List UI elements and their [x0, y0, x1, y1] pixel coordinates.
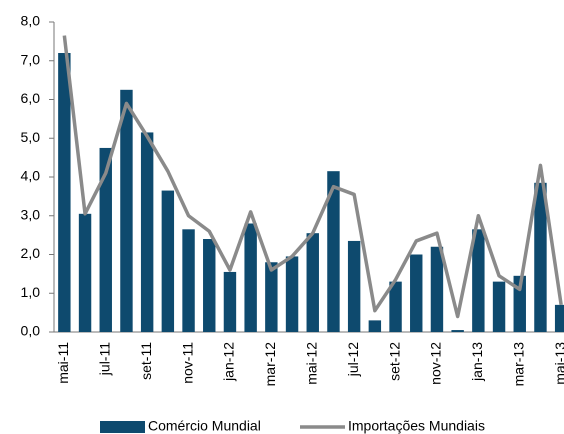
- bar: [389, 281, 402, 332]
- bar: [285, 256, 299, 332]
- legend-label: Comércio Mundial: [148, 418, 261, 434]
- bar: [161, 190, 175, 332]
- legend-swatch: [100, 421, 145, 433]
- y-tick-label: 7,0: [21, 51, 41, 67]
- bar: [368, 320, 382, 332]
- y-tick-label: 5,0: [21, 129, 41, 145]
- bar: [513, 275, 526, 332]
- x-tick-label: nov-11: [179, 342, 195, 384]
- y-tick-label: 1,0: [21, 284, 41, 300]
- bar: [58, 53, 71, 332]
- x-tick-label: mar-12: [262, 342, 278, 387]
- bar: [265, 262, 278, 332]
- bar: [203, 239, 216, 332]
- bar: [430, 246, 444, 332]
- x-tick-label: mai-12: [303, 342, 319, 385]
- bar: [306, 233, 319, 332]
- y-tick-label: 0,0: [21, 323, 41, 339]
- legend-label: Importações Mundiais: [348, 418, 485, 434]
- x-tick-label: jan-12: [221, 342, 237, 382]
- bar: [534, 182, 547, 332]
- bar: [223, 271, 237, 332]
- bar: [140, 132, 154, 332]
- y-tick-label: 2,0: [21, 245, 41, 261]
- y-tick-label: 4,0: [21, 168, 41, 184]
- x-tick-label: mai-13: [552, 342, 564, 385]
- bar: [472, 229, 485, 332]
- bar: [99, 147, 112, 332]
- x-tick-label: set-11: [138, 342, 154, 380]
- y-tick-label: 6,0: [21, 90, 41, 106]
- y-tick-label: 8,0: [21, 13, 41, 29]
- x-tick-label: jul-11: [96, 342, 112, 376]
- bar: [78, 213, 92, 332]
- bar: [347, 240, 361, 332]
- bar: [244, 223, 257, 332]
- bar: [410, 254, 423, 332]
- line: [62, 35, 563, 319]
- x-tick-label: mai-11: [55, 342, 71, 384]
- bar: [120, 89, 133, 332]
- x-tick-label: nov-12: [428, 342, 444, 385]
- x-tick-label: jul-12: [345, 342, 361, 377]
- bar: [327, 171, 340, 332]
- bar: [554, 304, 564, 332]
- bar: [492, 281, 506, 332]
- bar: [451, 330, 464, 332]
- bar: [182, 229, 195, 332]
- x-tick-label: jan-13: [469, 342, 485, 382]
- x-tick-label: mar-13: [510, 342, 526, 387]
- y-tick-label: 3,0: [21, 206, 41, 222]
- x-tick-label: set-12: [386, 342, 402, 381]
